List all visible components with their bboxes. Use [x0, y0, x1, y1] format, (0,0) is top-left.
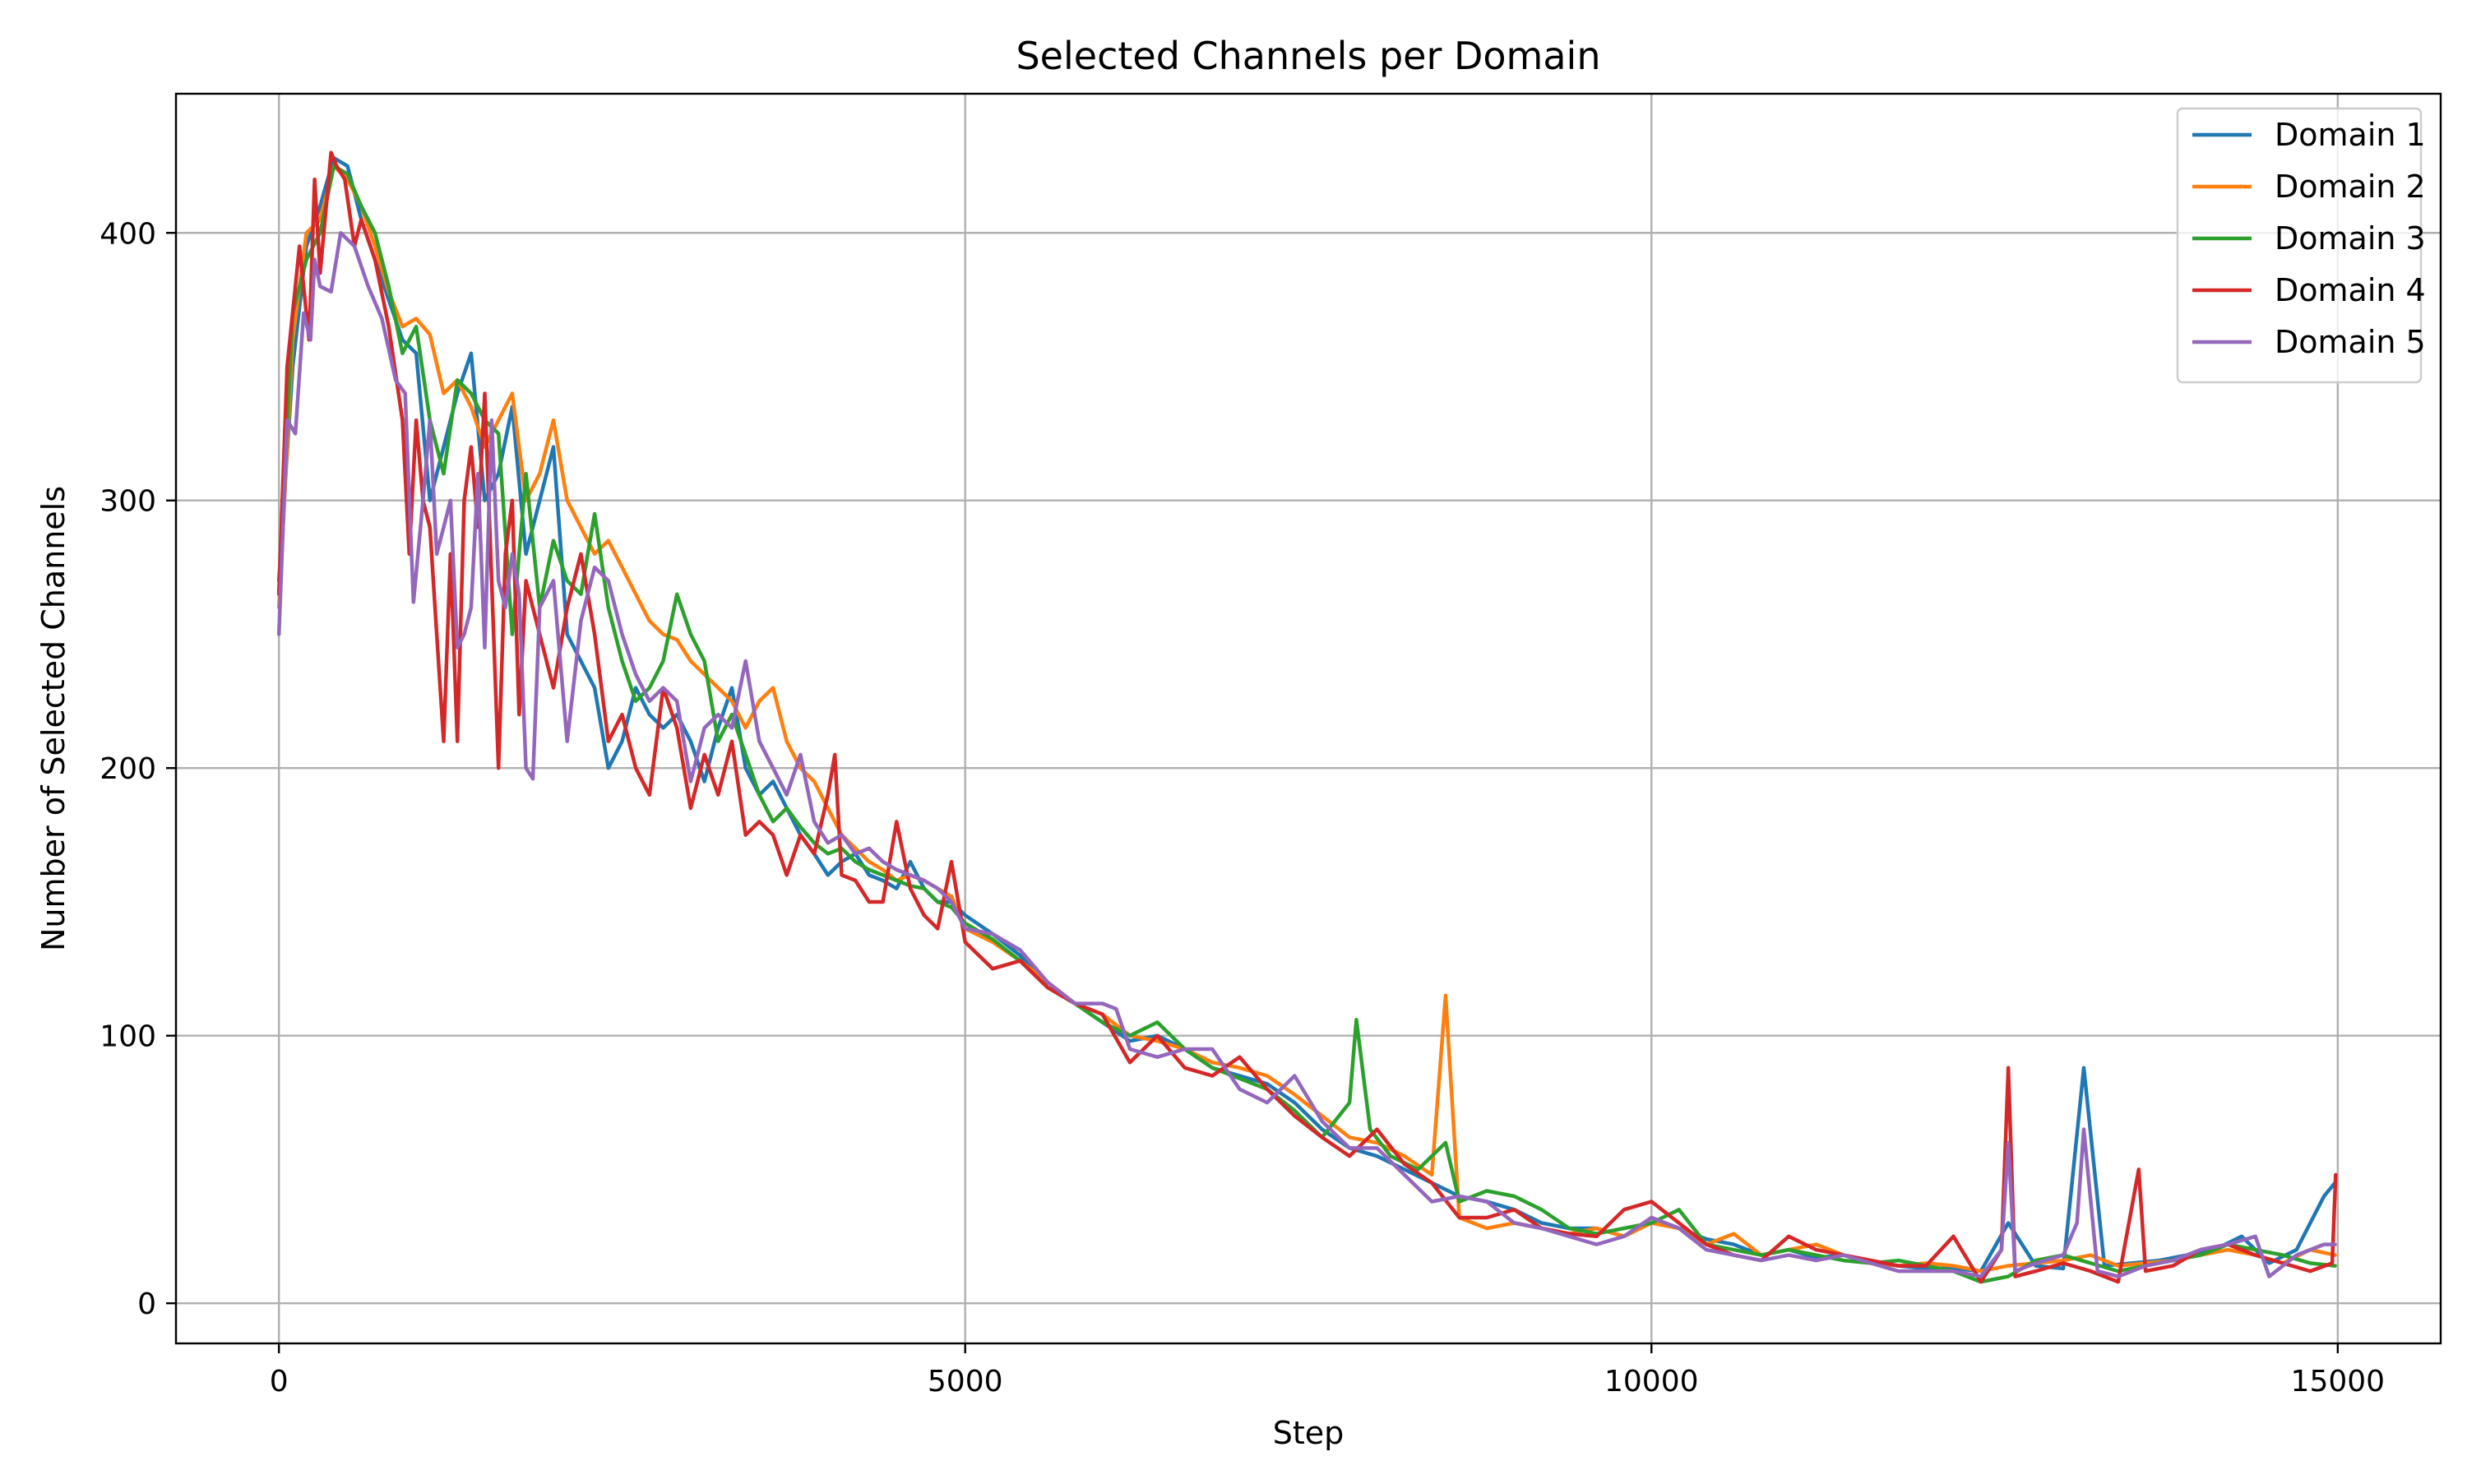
series-line-domain-5: [276, 231, 2337, 1278]
legend-label-domain-1: Domain 1: [2275, 117, 2426, 153]
y-tick-label: 0: [137, 1288, 156, 1321]
grid-lines: [176, 94, 2441, 1343]
series-line-domain-4: [276, 150, 2338, 1284]
x-axis-label: Step: [1273, 1415, 1345, 1451]
x-tick-label: 5000: [928, 1365, 1003, 1398]
legend-label-domain-2: Domain 2: [2275, 169, 2426, 205]
y-tick-label: 400: [100, 217, 156, 251]
x-tick-label: 10000: [1604, 1365, 1699, 1398]
chart-title: Selected Channels per Domain: [1016, 34, 1600, 78]
x-tick-label: 0: [270, 1365, 289, 1398]
y-tick-label: 100: [100, 1020, 156, 1054]
y-tick-label: 200: [100, 752, 156, 786]
series-lines: [276, 150, 2338, 1284]
legend-label-domain-3: Domain 3: [2275, 220, 2426, 257]
legend-label-domain-4: Domain 4: [2275, 272, 2426, 308]
legend: Domain 1 Domain 2 Domain 3 Domain 4 Domain 5: [2176, 107, 2426, 384]
axis-ticks: 0 5000 10000 15000 0 100 200 300 400: [100, 217, 2385, 1398]
legend-box: [2176, 107, 2423, 384]
y-axis-label: Number of Selected Channels: [35, 486, 72, 951]
series-line-domain-2: [276, 164, 2337, 1274]
legend-label-domain-5: Domain 5: [2275, 324, 2426, 360]
x-tick-label: 15000: [2291, 1365, 2386, 1398]
y-tick-label: 300: [100, 485, 156, 519]
plot-frame: [174, 92, 2442, 1345]
